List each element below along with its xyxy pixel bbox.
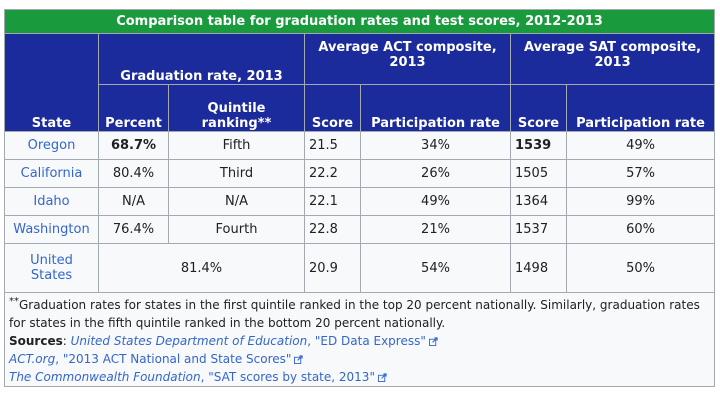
cell-quintile: Fifth [168,131,305,160]
cell-act-score: 22.1 [304,187,361,216]
header-sat-score: Score [510,84,567,132]
sources-label: Sources [9,334,63,348]
cell-percent: 76.4% [98,215,169,244]
external-link-icon [428,337,438,346]
state-link-united-states[interactable]: United States [4,243,99,293]
cell-act-participation: 26% [360,159,511,188]
source-link-commonwealth-title[interactable]: The Commonwealth Foundation [9,370,201,384]
comparison-table-container: Comparison table for graduation rates an… [3,9,716,387]
cell-act-score: 22.8 [304,215,361,244]
cell-act-participation: 34% [360,131,511,160]
footnote-text: **Graduation rates for states in the fir… [9,293,710,332]
cell-sat-score: 1537 [510,215,567,244]
cell-quintile: Fourth [168,215,305,244]
table-footnote: **Graduation rates for states in the fir… [3,292,716,387]
sources-line: Sources: United States Department of Edu… [9,332,710,350]
state-link-washington[interactable]: Washington [4,215,99,244]
cell-act-participation: 54% [360,243,511,293]
state-link-oregon[interactable]: Oregon [4,131,99,160]
cell-sat-participation: 60% [565,215,716,244]
cell-sat-score: 1364 [510,187,567,216]
cell-sat-participation: 49% [565,131,716,160]
cell-act-score: 21.5 [304,131,361,160]
table-row: Washington 76.4% Fourth 22.8 21% 1537 60… [4,215,716,244]
cell-act-score: 20.9 [304,243,361,293]
table-row: California 80.4% Third 22.2 26% 1505 57% [4,159,716,188]
header-sat-participation: Participation rate [565,84,716,132]
header-percent: Percent [98,84,169,132]
source-link-ed-doc[interactable]: "ED Data Express" [314,334,426,348]
table-row: Oregon 68.7% Fifth 21.5 34% 1539 49% [4,131,716,160]
header-act-score: Score [304,84,361,132]
table-row: Idaho N/A N/A 22.1 49% 1364 99% [4,187,716,216]
cell-combined-graduation: 81.4% [98,243,305,293]
header-quintile: Quintile ranking** [168,84,305,132]
footnote-body: Graduation rates for states in the first… [9,298,700,330]
cell-act-participation: 49% [360,187,511,216]
cell-sat-score: 1505 [510,159,567,188]
table-row: United States 81.4% 20.9 54% 1498 50% [4,243,716,293]
external-link-icon [294,355,304,364]
source-link-act-title[interactable]: ACT.org [9,352,56,366]
header-graduation-rate: Graduation rate, 2013 [98,33,305,85]
comparison-table: Comparison table for graduation rates an… [3,9,716,387]
cell-quintile: N/A [168,187,305,216]
external-link-icon [377,373,387,382]
header-act-composite: Average ACT composite, 2013 [304,33,511,85]
source-link-commonwealth-doc[interactable]: "SAT scores by state, 2013" [208,370,375,384]
cell-sat-participation: 57% [565,159,716,188]
source-link-ed-title[interactable]: United States Department of Education [70,334,308,348]
cell-percent: N/A [98,187,169,216]
source-act: ACT.org, "2013 ACT National and State Sc… [9,350,710,368]
header-state: State [4,33,99,132]
cell-sat-participation: 50% [565,243,716,293]
cell-sat-score: 1539 [510,131,567,160]
cell-act-score: 22.2 [304,159,361,188]
header-act-participation: Participation rate [360,84,511,132]
footnote-marker: ** [9,296,19,307]
cell-act-participation: 21% [360,215,511,244]
header-sat-composite: Average SAT composite, 2013 [509,33,716,85]
state-link-idaho[interactable]: Idaho [4,187,99,216]
cell-percent: 68.7% [98,131,169,160]
cell-quintile: Third [168,159,305,188]
cell-sat-participation: 99% [565,187,716,216]
cell-percent: 80.4% [98,159,169,188]
source-commonwealth: The Commonwealth Foundation, "SAT scores… [9,368,710,386]
table-title: Comparison table for graduation rates an… [3,9,716,34]
source-link-act-doc[interactable]: "2013 ACT National and State Scores" [62,352,292,366]
cell-sat-score: 1498 [510,243,567,293]
state-link-california[interactable]: California [4,159,99,188]
